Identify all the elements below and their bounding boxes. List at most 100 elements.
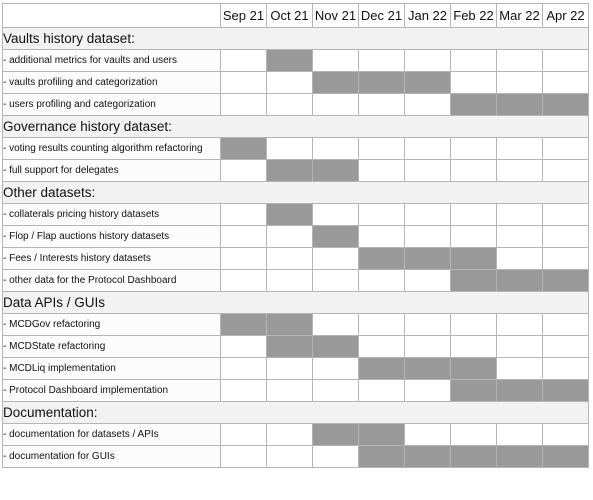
timeline-cell-empty: [542, 137, 589, 160]
task-label: - additional metrics for vaults and user…: [2, 49, 221, 72]
timeline-cell-empty: [358, 159, 405, 182]
timeline-cell-active: [404, 71, 451, 94]
task-row: - other data for the Protocol Dashboard: [2, 269, 589, 292]
timeline-cell-empty: [220, 71, 267, 94]
timeline-cell-empty: [496, 49, 543, 72]
task-label: - MCDGov refactoring: [2, 313, 221, 336]
timeline-cell-empty: [542, 203, 589, 226]
timeline-cell-empty: [220, 269, 267, 292]
timeline-cell-empty: [312, 137, 359, 160]
timeline-cell-active: [358, 71, 405, 94]
timeline-cell-empty: [220, 335, 267, 358]
month-header: Mar 22: [496, 3, 543, 28]
header-row: Sep 21 Oct 21 Nov 21 Dec 21 Jan 22 Feb 22 Mar …: [2, 3, 589, 28]
timeline-cell-empty: [312, 445, 359, 468]
timeline-cell-active: [542, 445, 589, 468]
task-label: - collaterals pricing history datasets: [2, 203, 221, 226]
timeline-cell-active: [496, 379, 543, 402]
timeline-cell-empty: [450, 49, 497, 72]
timeline-cell-empty: [496, 137, 543, 160]
timeline-cell-empty: [404, 379, 451, 402]
timeline-cell-empty: [404, 423, 451, 446]
timeline-cell-empty: [358, 203, 405, 226]
task-row: - voting results counting algorithm refa…: [2, 137, 589, 160]
timeline-cell-empty: [450, 423, 497, 446]
task-row: - collaterals pricing history datasets: [2, 203, 589, 226]
timeline-cell-empty: [220, 357, 267, 380]
timeline-cell-empty: [542, 247, 589, 270]
timeline-cell-active: [266, 335, 313, 358]
timeline-cell-empty: [266, 137, 313, 160]
timeline-cell-empty: [496, 247, 543, 270]
roadmap-body: Vaults history dataset: - additional metr…: [2, 27, 589, 468]
timeline-cell-empty: [496, 225, 543, 248]
timeline-cell-active: [220, 313, 267, 336]
timeline-cell-empty: [220, 203, 267, 226]
timeline-cell-empty: [450, 71, 497, 94]
timeline-cell-active: [404, 445, 451, 468]
timeline-cell-empty: [496, 313, 543, 336]
section-row: Vaults history dataset:: [2, 27, 589, 50]
task-label: - documentation for datasets / APIs: [2, 423, 221, 446]
timeline-cell-empty: [220, 49, 267, 72]
timeline-cell-empty: [312, 203, 359, 226]
section-row: Other datasets:: [2, 181, 589, 204]
timeline-cell-active: [312, 335, 359, 358]
timeline-cell-empty: [542, 159, 589, 182]
timeline-cell-empty: [496, 335, 543, 358]
section-row: Governance history dataset:: [2, 115, 589, 138]
timeline-cell-empty: [496, 203, 543, 226]
task-label: - full support for delegates: [2, 159, 221, 182]
timeline-cell-active: [312, 159, 359, 182]
month-header: Oct 21: [266, 3, 313, 28]
timeline-cell-empty: [404, 225, 451, 248]
timeline-cell-empty: [266, 423, 313, 446]
timeline-cell-empty: [404, 335, 451, 358]
timeline-cell-empty: [404, 159, 451, 182]
timeline-cell-active: [266, 159, 313, 182]
timeline-cell-empty: [220, 225, 267, 248]
timeline-cell-empty: [266, 247, 313, 270]
timeline-cell-empty: [266, 93, 313, 116]
task-row: - full support for delegates: [2, 159, 589, 182]
timeline-cell-empty: [404, 313, 451, 336]
timeline-cell-active: [542, 93, 589, 116]
timeline-cell-empty: [220, 379, 267, 402]
task-label: - voting results counting algorithm refa…: [2, 137, 221, 160]
task-row: - documentation for GUIs: [2, 445, 589, 468]
timeline-cell-active: [450, 357, 497, 380]
task-row: - Flop / Flap auctions history datasets: [2, 225, 589, 248]
timeline-cell-empty: [496, 159, 543, 182]
timeline-cell-empty: [266, 445, 313, 468]
task-row: - Fees / Interests history datasets: [2, 247, 589, 270]
timeline-cell-active: [266, 203, 313, 226]
timeline-cell-empty: [542, 225, 589, 248]
timeline-cell-empty: [220, 93, 267, 116]
timeline-cell-empty: [542, 357, 589, 380]
timeline-cell-empty: [358, 269, 405, 292]
timeline-cell-empty: [266, 71, 313, 94]
task-label: - other data for the Protocol Dashboard: [2, 269, 221, 292]
section-title: Documentation:: [2, 401, 589, 424]
timeline-cell-empty: [266, 357, 313, 380]
timeline-cell-empty: [312, 49, 359, 72]
timeline-cell-empty: [312, 313, 359, 336]
timeline-cell-empty: [404, 49, 451, 72]
timeline-cell-empty: [266, 379, 313, 402]
task-label: - Protocol Dashboard implementation: [2, 379, 221, 402]
task-row: - vaults profiling and categorization: [2, 71, 589, 94]
timeline-cell-empty: [542, 335, 589, 358]
task-row: - MCDGov refactoring: [2, 313, 589, 336]
corner-cell: [2, 3, 221, 28]
timeline-cell-empty: [312, 93, 359, 116]
timeline-cell-active: [496, 269, 543, 292]
timeline-cell-empty: [220, 247, 267, 270]
month-header: Feb 22: [450, 3, 497, 28]
task-row: - MCDState refactoring: [2, 335, 589, 358]
timeline-cell-empty: [358, 335, 405, 358]
timeline-cell-active: [220, 137, 267, 160]
timeline-cell-empty: [358, 93, 405, 116]
month-header: Apr 22: [542, 3, 589, 28]
timeline-cell-active: [404, 247, 451, 270]
timeline-cell-empty: [450, 137, 497, 160]
